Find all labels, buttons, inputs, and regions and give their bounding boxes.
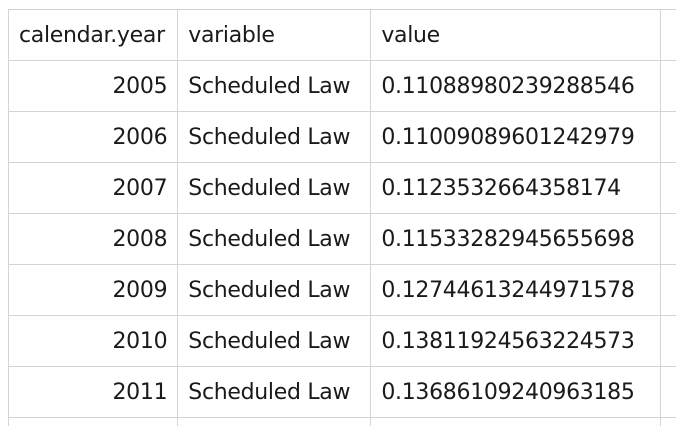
cell-empty [659, 213, 676, 265]
cell-value-empty [370, 417, 661, 426]
column-header-variable[interactable]: variable [177, 9, 372, 61]
data-table-container: calendar.year variable value 2005 Schedu… [8, 9, 676, 426]
cell-value: 0.11088980239288546 [370, 60, 661, 112]
cell-variable: Scheduled Law [177, 264, 372, 316]
cell-value: 0.13686109240963185 [370, 366, 661, 418]
cell-empty [659, 60, 676, 112]
cell-calendar-year: 2011 [8, 366, 179, 418]
table-row: 2010 Scheduled Law 0.13811924563224573 [8, 315, 676, 367]
cell-calendar-year: 2008 [8, 213, 179, 265]
cell-value: 0.13811924563224573 [370, 315, 661, 367]
cell-value: 0.12744613244971578 [370, 264, 661, 316]
cell-empty [659, 264, 676, 316]
cell-variable-empty [177, 417, 372, 426]
cell-calendar-year: 2010 [8, 315, 179, 367]
cell-value: 0.1123532664358174 [370, 162, 661, 214]
cell-empty [659, 111, 676, 163]
table-row-partial [8, 417, 676, 426]
data-table: calendar.year variable value 2005 Schedu… [8, 9, 676, 426]
cell-calendar-year: 2007 [8, 162, 179, 214]
cell-variable: Scheduled Law [177, 366, 372, 418]
cell-empty [659, 162, 676, 214]
cell-empty [659, 417, 676, 426]
table-row: 2009 Scheduled Law 0.12744613244971578 [8, 264, 676, 316]
table-row: 2007 Scheduled Law 0.1123532664358174 [8, 162, 676, 214]
cell-variable: Scheduled Law [177, 213, 372, 265]
cell-variable: Scheduled Law [177, 111, 372, 163]
cell-empty [659, 315, 676, 367]
cell-calendar-year: 2006 [8, 111, 179, 163]
column-header-calendar-year[interactable]: calendar.year [8, 9, 179, 61]
cell-calendar-year-empty [8, 417, 179, 426]
cell-value: 0.11533282945655698 [370, 213, 661, 265]
cell-variable: Scheduled Law [177, 162, 372, 214]
table-row: 2011 Scheduled Law 0.13686109240963185 [8, 366, 676, 418]
cell-variable: Scheduled Law [177, 60, 372, 112]
cell-value: 0.11009089601242979 [370, 111, 661, 163]
table-header-row: calendar.year variable value [8, 9, 676, 61]
column-header-value[interactable]: value [370, 9, 661, 61]
table-row: 2006 Scheduled Law 0.11009089601242979 [8, 111, 676, 163]
cell-empty [659, 366, 676, 418]
cell-calendar-year: 2009 [8, 264, 179, 316]
cell-calendar-year: 2005 [8, 60, 179, 112]
column-header-empty [659, 9, 676, 61]
cell-variable: Scheduled Law [177, 315, 372, 367]
table-row: 2008 Scheduled Law 0.11533282945655698 [8, 213, 676, 265]
table-row: 2005 Scheduled Law 0.11088980239288546 [8, 60, 676, 112]
